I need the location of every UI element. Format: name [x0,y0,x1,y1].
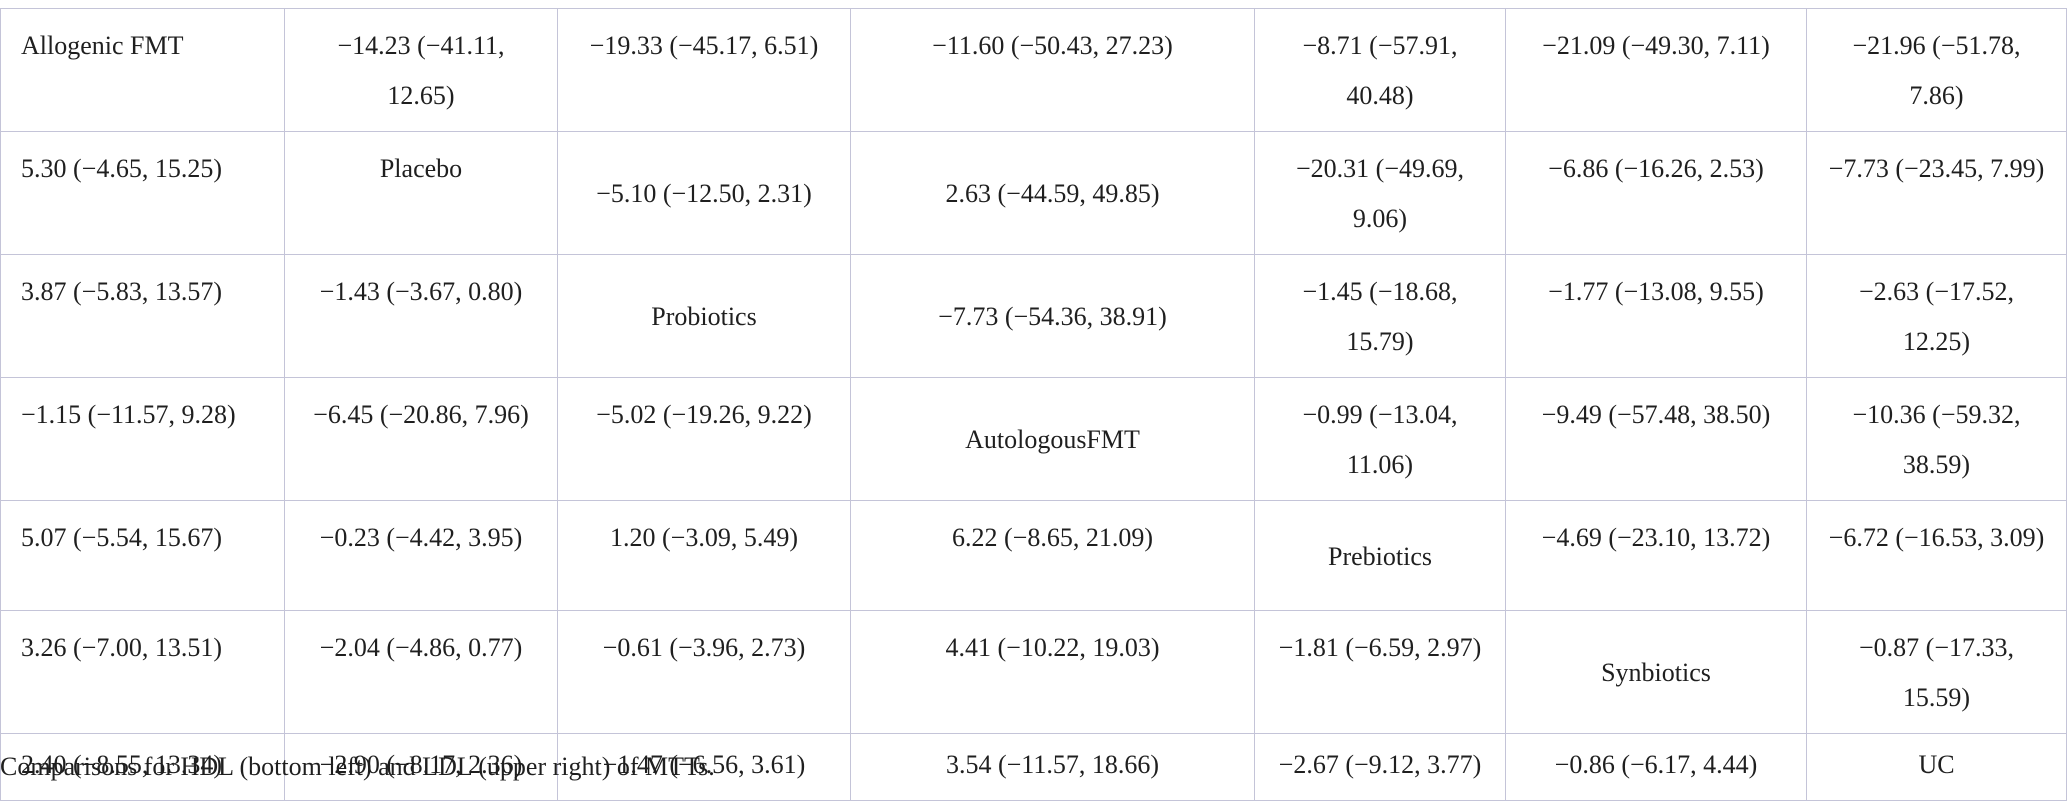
ldl-comparison-cell: −20.31 (−49.69, 9.06) [1254,131,1506,255]
ldl-comparison-cell: −1.77 (−13.08, 9.55) [1505,254,1807,378]
hdl-comparison-cell: 3.54 (−11.57, 18.66) [850,733,1255,801]
hdl-comparison-cell: 5.07 (−5.54, 15.67) [0,500,285,611]
hdl-comparison-cell: 3.87 (−5.83, 13.57) [0,254,285,378]
hdl-comparison-cell: −0.86 (−6.17, 4.44) [1505,733,1807,801]
hdl-comparison-cell: 6.22 (−8.65, 21.09) [850,500,1255,611]
ldl-comparison-cell: −8.71 (−57.91, 40.48) [1254,8,1506,132]
hdl-comparison-cell: −0.61 (−3.96, 2.73) [557,610,851,734]
treatment-label: Probiotics [557,254,851,378]
ldl-comparison-cell: −1.45 (−18.68, 15.79) [1254,254,1506,378]
table-row: 5.30 (−4.65, 15.25) Placebo −5.10 (−12.5… [0,131,2067,255]
ldl-comparison-cell: −21.09 (−49.30, 7.11) [1505,8,1807,132]
hdl-comparison-cell: −5.02 (−19.26, 9.22) [557,377,851,501]
hdl-comparison-cell: −1.47 (−6.56, 3.61) [557,733,851,801]
hdl-comparison-cell: −1.43 (−3.67, 0.80) [284,254,558,378]
ldl-comparison-cell: −9.49 (−57.48, 38.50) [1505,377,1807,501]
treatment-label: UC [1806,733,2067,801]
ldl-comparison-cell: −14.23 (−41.11, 12.65) [284,8,558,132]
league-table-container: Allogenic FMT −14.23 (−41.11, 12.65) −19… [0,8,2067,801]
ldl-comparison-cell: −7.73 (−54.36, 38.91) [850,254,1255,378]
ldl-comparison-cell: −21.96 (−51.78, 7.86) [1806,8,2067,132]
ldl-comparison-cell: −0.87 (−17.33, 15.59) [1806,610,2067,734]
hdl-comparison-cell: 4.41 (−10.22, 19.03) [850,610,1255,734]
hdl-comparison-cell: −2.04 (−4.86, 0.77) [284,610,558,734]
table-row: 3.26 (−7.00, 13.51) −2.04 (−4.86, 0.77) … [0,610,2067,734]
table-row: 3.87 (−5.83, 13.57) −1.43 (−3.67, 0.80) … [0,254,2067,378]
treatment-label: Prebiotics [1254,500,1506,611]
ldl-comparison-cell: −10.36 (−59.32, 38.59) [1806,377,2067,501]
treatment-label: Allogenic FMT [0,8,285,132]
ldl-comparison-cell: −4.69 (−23.10, 13.72) [1505,500,1807,611]
league-table: Allogenic FMT −14.23 (−41.11, 12.65) −19… [0,8,2067,801]
hdl-comparison-cell: −1.81 (−6.59, 2.97) [1254,610,1506,734]
treatment-label: Synbiotics [1505,610,1807,734]
table-row: −1.15 (−11.57, 9.28) −6.45 (−20.86, 7.96… [0,377,2067,501]
hdl-comparison-cell: −0.23 (−4.42, 3.95) [284,500,558,611]
hdl-comparison-cell: 3.26 (−7.00, 13.51) [0,610,285,734]
treatment-label: Placebo [284,131,558,255]
hdl-comparison-cell: −2.67 (−9.12, 3.77) [1254,733,1506,801]
hdl-comparison-cell: −6.45 (−20.86, 7.96) [284,377,558,501]
ldl-comparison-cell: −6.72 (−16.53, 3.09) [1806,500,2067,611]
table-body: Allogenic FMT −14.23 (−41.11, 12.65) −19… [0,8,2067,801]
ldl-comparison-cell: −5.10 (−12.50, 2.31) [557,131,851,255]
hdl-comparison-cell: 2.40 (−8.55, 13.34) [0,733,285,801]
ldl-comparison-cell: −2.63 (−17.52, 12.25) [1806,254,2067,378]
ldl-comparison-cell: −19.33 (−45.17, 6.51) [557,8,851,132]
ldl-comparison-cell: 2.63 (−44.59, 49.85) [850,131,1255,255]
table-row: Allogenic FMT −14.23 (−41.11, 12.65) −19… [0,8,2067,132]
table-caption: Comparisons for HDL (bottom left) and LD… [0,752,715,781]
ldl-comparison-cell: −11.60 (−50.43, 27.23) [850,8,1255,132]
table-row: 5.07 (−5.54, 15.67) −0.23 (−4.42, 3.95) … [0,500,2067,611]
hdl-comparison-cell: 5.30 (−4.65, 15.25) [0,131,285,255]
treatment-label: AutologousFMT [850,377,1255,501]
hdl-comparison-cell: 1.20 (−3.09, 5.49) [557,500,851,611]
ldl-comparison-cell: −7.73 (−23.45, 7.99) [1806,131,2067,255]
ldl-comparison-cell: −0.99 (−13.04, 11.06) [1254,377,1506,501]
hdl-comparison-cell: −1.15 (−11.57, 9.28) [0,377,285,501]
ldl-comparison-cell: −6.86 (−16.26, 2.53) [1505,131,1807,255]
hdl-comparison-cell: −2.90 (−8.17, 2.36) [284,733,558,801]
